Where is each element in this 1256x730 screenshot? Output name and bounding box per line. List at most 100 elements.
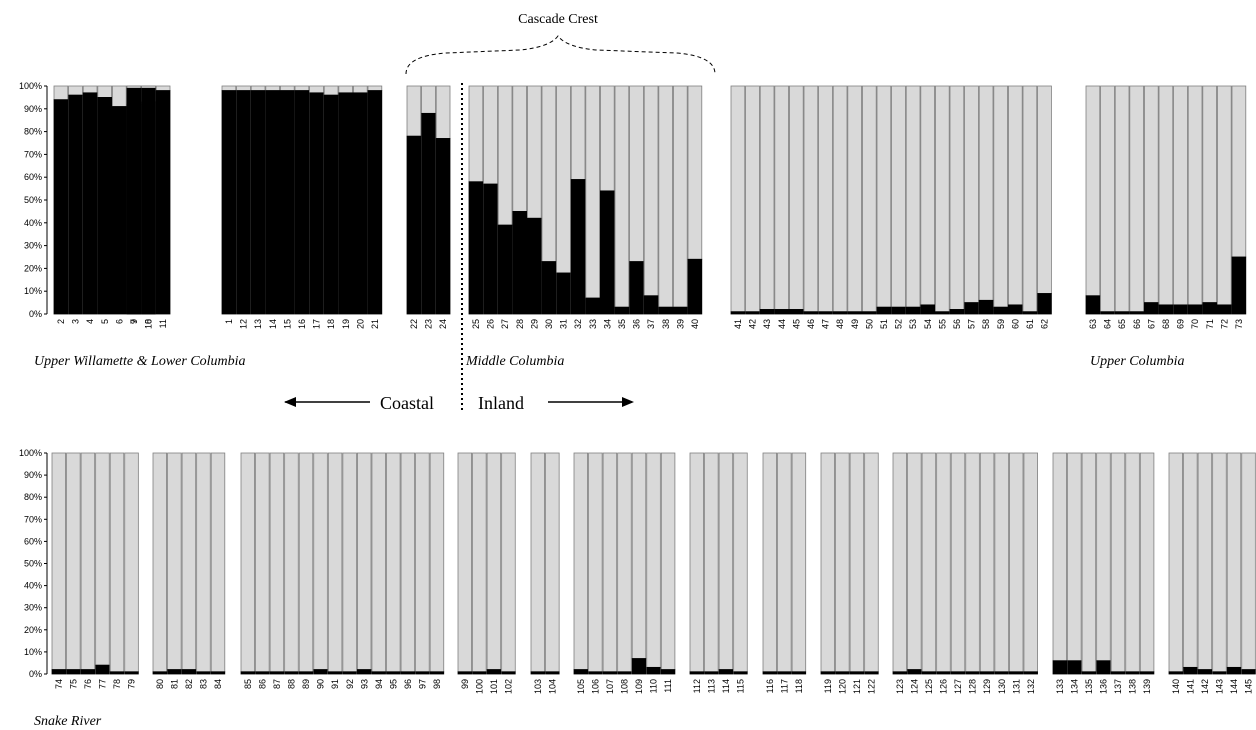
y-tick-label: 40% xyxy=(24,218,42,228)
y-tick-label: 30% xyxy=(24,603,42,613)
bar-coastal-segment xyxy=(876,306,892,315)
bar-coastal-segment xyxy=(97,97,113,315)
x-tick-label: 19 xyxy=(341,319,351,329)
bar-coastal-segment xyxy=(585,297,600,315)
y-tick-label: 20% xyxy=(24,263,42,273)
bar-inland-segment xyxy=(1187,85,1203,306)
bar-inland-segment xyxy=(109,452,125,673)
x-tick-label: 46 xyxy=(806,319,816,329)
x-tick-label: 104 xyxy=(548,679,558,694)
bar-inland-segment xyxy=(1008,85,1023,306)
bar-inland-segment xyxy=(406,85,422,137)
x-tick-label: 130 xyxy=(997,679,1007,694)
x-tick-label: 7 xyxy=(129,319,139,324)
cascade-crest-brace xyxy=(405,35,716,75)
bar-coastal-segment xyxy=(687,258,703,315)
x-tick-label: 25 xyxy=(471,319,481,329)
bar-coastal-segment xyxy=(1008,304,1023,315)
bar-coastal-segment xyxy=(352,92,368,315)
bar-coastal-segment xyxy=(646,666,661,675)
bar-inland-segment xyxy=(979,452,995,673)
bar-coastal-segment xyxy=(1114,311,1130,315)
x-tick-label: 143 xyxy=(1215,679,1225,694)
bar-coastal-segment xyxy=(435,138,451,315)
x-tick-label: 60 xyxy=(1010,319,1020,329)
bar-inland-segment xyxy=(250,85,266,91)
bar-coastal-segment xyxy=(95,664,110,675)
bar-inland-segment xyxy=(1139,452,1155,673)
x-tick-label: 61 xyxy=(1025,319,1035,329)
x-tick-label: 109 xyxy=(634,679,644,694)
bar-inland-segment xyxy=(1096,452,1111,662)
bar-inland-segment xyxy=(762,452,778,673)
x-tick-label: 18 xyxy=(326,319,336,329)
bar-inland-segment xyxy=(255,452,270,673)
bar-coastal-segment xyxy=(356,669,372,675)
x-tick-label: 10 xyxy=(144,319,154,329)
x-tick-label: 127 xyxy=(953,679,963,694)
bar-coastal-segment xyxy=(255,671,270,675)
bar-inland-segment xyxy=(1067,452,1082,662)
bar-inland-segment xyxy=(673,85,688,308)
bar-inland-segment xyxy=(1022,85,1038,313)
bar-inland-segment xyxy=(298,452,314,673)
bar-inland-segment xyxy=(689,452,705,673)
bar-coastal-segment xyxy=(730,311,746,315)
bar-coastal-segment xyxy=(472,671,487,675)
x-tick-label: 45 xyxy=(791,319,801,329)
x-tick-label: 58 xyxy=(981,319,991,329)
bar-inland-segment xyxy=(352,85,368,94)
bar-coastal-segment xyxy=(221,90,237,315)
x-tick-label: 24 xyxy=(438,319,448,329)
x-tick-label: 105 xyxy=(576,679,586,694)
bar-inland-segment xyxy=(82,85,98,94)
bar-inland-segment xyxy=(415,452,430,673)
x-tick-label: 115 xyxy=(736,679,746,693)
y-tick-label: 70% xyxy=(24,149,42,159)
bar-coastal-segment xyxy=(126,87,142,315)
bar-coastal-segment xyxy=(1023,671,1038,675)
bar-inland-segment xyxy=(950,452,966,673)
bar-coastal-segment xyxy=(265,90,280,315)
bar-coastal-segment xyxy=(614,306,630,315)
y-tick-label: 80% xyxy=(24,492,42,502)
bar-inland-segment xyxy=(112,85,127,107)
coastal-label: Coastal xyxy=(380,393,434,413)
bar-inland-segment xyxy=(892,452,908,673)
bar-coastal-segment xyxy=(1100,311,1115,315)
x-tick-label: 101 xyxy=(489,679,499,694)
bar-coastal-segment xyxy=(921,671,937,675)
x-tick-label: 26 xyxy=(486,319,496,329)
bar-coastal-segment xyxy=(112,106,127,315)
x-tick-label: 17 xyxy=(312,319,322,329)
bar-coastal-segment xyxy=(545,671,560,675)
bar-coastal-segment xyxy=(240,671,256,675)
x-tick-label: 56 xyxy=(952,319,962,329)
x-tick-label: 22 xyxy=(409,319,419,329)
bar-inland-segment xyxy=(660,452,676,670)
bar-inland-segment xyxy=(1173,85,1188,306)
bar-coastal-segment xyxy=(541,261,557,315)
bar-coastal-segment xyxy=(847,311,862,315)
bar-coastal-segment xyxy=(1110,671,1126,675)
bar-inland-segment xyxy=(1226,452,1242,668)
x-tick-label: 71 xyxy=(1205,319,1215,329)
y-tick-label: 50% xyxy=(24,559,42,569)
x-tick-label: 107 xyxy=(605,679,615,694)
bar-coastal-segment xyxy=(66,669,81,675)
x-tick-label: 133 xyxy=(1055,679,1065,694)
x-tick-label: 136 xyxy=(1099,679,1109,694)
x-tick-label: 21 xyxy=(370,319,380,329)
bar-coastal-segment xyxy=(704,671,719,675)
bar-coastal-segment xyxy=(891,306,906,315)
x-tick-label: 33 xyxy=(588,319,598,329)
bar-inland-segment xyxy=(95,452,110,666)
x-tick-label: 138 xyxy=(1128,679,1138,694)
bar-inland-segment xyxy=(905,85,921,308)
x-tick-label: 117 xyxy=(780,679,790,693)
x-tick-label: 44 xyxy=(777,319,787,329)
x-tick-label: 1 xyxy=(224,319,234,324)
bar-coastal-segment xyxy=(167,669,182,675)
bar-inland-segment xyxy=(718,452,734,670)
